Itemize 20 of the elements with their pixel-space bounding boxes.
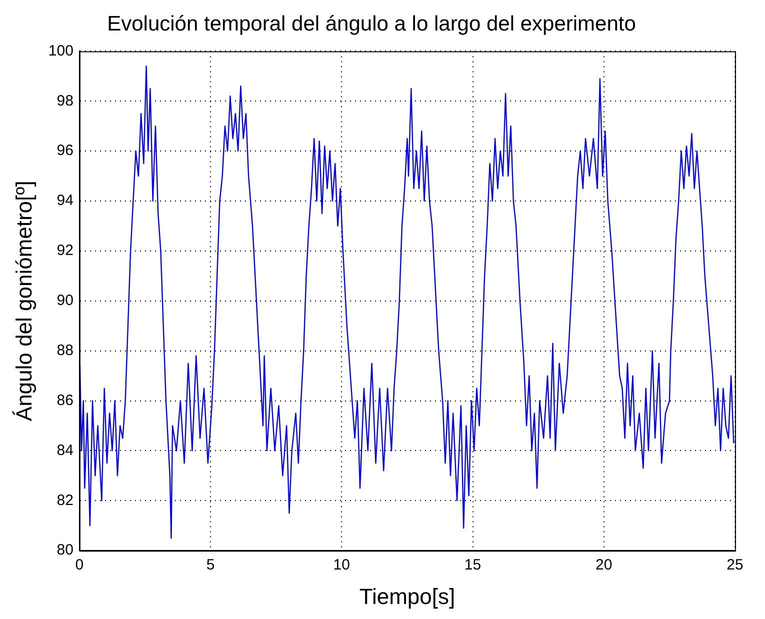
x-axis-title: Tiempo[s]: [359, 584, 456, 609]
y-tick-label: 82: [56, 492, 74, 509]
x-tick-label: 20: [596, 556, 612, 574]
y-tick-label: 90: [56, 292, 74, 310]
y-tick-label: 98: [56, 92, 74, 110]
y-axis-title: Ángulo del goniómetro[º]: [11, 180, 36, 422]
y-tick-label: 94: [56, 192, 74, 210]
y-tick-label: 100: [48, 42, 74, 60]
x-tick-label: 10: [333, 556, 350, 574]
y-tick-label: 86: [56, 392, 74, 409]
x-tick-label: 0: [75, 556, 84, 574]
y-tick-label: 96: [56, 142, 74, 160]
y-tick-label: 80: [56, 542, 74, 559]
y-tick-label: 88: [56, 342, 74, 359]
chart-title: Evolución temporal del ángulo a lo largo del experimento: [107, 12, 636, 36]
x-tick-label: 15: [464, 556, 482, 574]
y-tick-label: 84: [56, 442, 74, 459]
y-tick-label: 92: [56, 242, 74, 260]
x-tick-label: 5: [206, 556, 215, 574]
x-tick-label: 25: [726, 556, 744, 574]
